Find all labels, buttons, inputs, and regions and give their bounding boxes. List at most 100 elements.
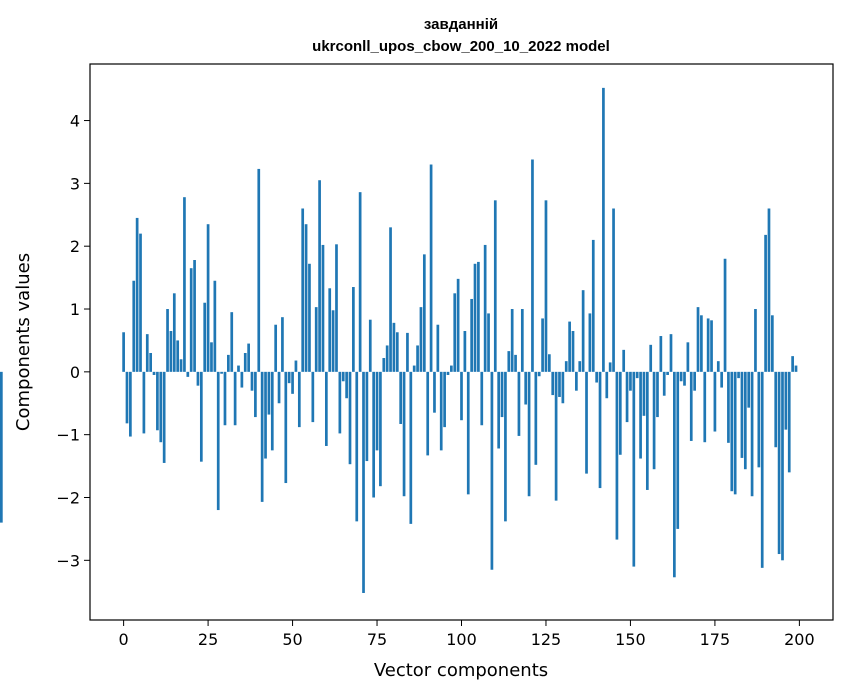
bar — [287, 371, 291, 384]
bar — [341, 371, 345, 382]
bar — [237, 365, 240, 372]
bar — [700, 315, 703, 372]
bar — [767, 208, 771, 372]
bar — [777, 371, 781, 555]
bar — [770, 315, 774, 372]
bar — [304, 224, 308, 372]
bar — [618, 371, 622, 455]
bar — [216, 371, 220, 511]
bar — [135, 217, 139, 372]
bar — [659, 336, 663, 372]
bar — [338, 371, 342, 434]
bar — [331, 310, 335, 372]
bar — [152, 371, 156, 375]
bar — [561, 371, 565, 404]
bar — [385, 345, 389, 372]
bar — [737, 371, 740, 379]
x-tick-label: 25 — [198, 630, 218, 649]
bar — [477, 261, 480, 372]
bar — [564, 361, 568, 372]
plot-frame — [89, 63, 834, 621]
bar — [213, 280, 217, 372]
bar — [159, 371, 163, 443]
bar — [794, 365, 798, 372]
bar — [257, 168, 261, 372]
bar — [132, 280, 136, 372]
bar — [294, 360, 298, 372]
x-tick-label: 125 — [531, 630, 562, 649]
bar — [656, 371, 659, 418]
bar — [422, 254, 426, 372]
bar — [588, 313, 592, 372]
bar — [497, 371, 501, 449]
bar — [172, 293, 176, 372]
bar — [473, 263, 477, 372]
bar — [720, 371, 724, 388]
bar — [642, 371, 646, 416]
bar — [703, 371, 707, 443]
bar — [450, 365, 453, 372]
y-tick-label: 3 — [70, 174, 80, 193]
bar — [254, 371, 257, 418]
bar — [784, 371, 788, 430]
bar — [605, 371, 609, 399]
bar — [375, 371, 379, 451]
bar — [733, 371, 737, 495]
bar — [419, 307, 423, 372]
bar — [149, 352, 153, 372]
chart-subtitle: ukrconll_upos_cbow_200_10_2022 model — [312, 38, 610, 55]
bar — [281, 317, 284, 372]
bar — [730, 371, 734, 492]
x-tick-label: 0 — [119, 630, 129, 649]
bar — [311, 371, 315, 423]
bar — [787, 371, 791, 473]
chart-title: завданній — [424, 16, 498, 33]
bar — [382, 358, 386, 372]
bar — [585, 371, 588, 474]
bar — [308, 263, 311, 372]
bar — [571, 331, 575, 372]
bar — [145, 334, 149, 372]
bar — [713, 371, 717, 432]
bar — [466, 371, 470, 495]
bar — [433, 371, 436, 413]
bar — [507, 351, 511, 372]
bar — [189, 268, 193, 372]
bar — [740, 371, 744, 458]
bar — [791, 356, 794, 372]
bar — [176, 340, 180, 372]
bar — [757, 371, 761, 468]
bar — [139, 233, 142, 372]
bar — [602, 87, 605, 372]
bar — [169, 331, 173, 372]
bar — [551, 371, 555, 396]
bar — [199, 371, 203, 462]
bar — [649, 344, 653, 372]
bar — [710, 320, 713, 372]
bar — [463, 331, 467, 372]
y-axis-label: Components values — [13, 253, 34, 431]
bar — [622, 349, 626, 372]
bar — [483, 244, 487, 372]
bar — [581, 290, 585, 372]
bar — [395, 332, 399, 372]
bar — [230, 312, 234, 372]
bar — [203, 302, 207, 372]
bar — [754, 309, 757, 372]
y-tick-label: 2 — [70, 237, 80, 256]
bar — [186, 371, 190, 377]
bar — [517, 371, 521, 436]
bar — [250, 371, 254, 391]
bar — [696, 307, 700, 372]
bar — [544, 200, 548, 372]
bar — [122, 332, 125, 372]
bar — [345, 371, 348, 399]
bar — [392, 322, 396, 372]
bar — [183, 197, 186, 372]
bar — [166, 309, 169, 372]
bar — [760, 371, 764, 568]
bar — [568, 321, 571, 372]
y-tick-label: −2 — [56, 488, 80, 507]
bar — [527, 371, 531, 497]
bar — [352, 287, 355, 372]
